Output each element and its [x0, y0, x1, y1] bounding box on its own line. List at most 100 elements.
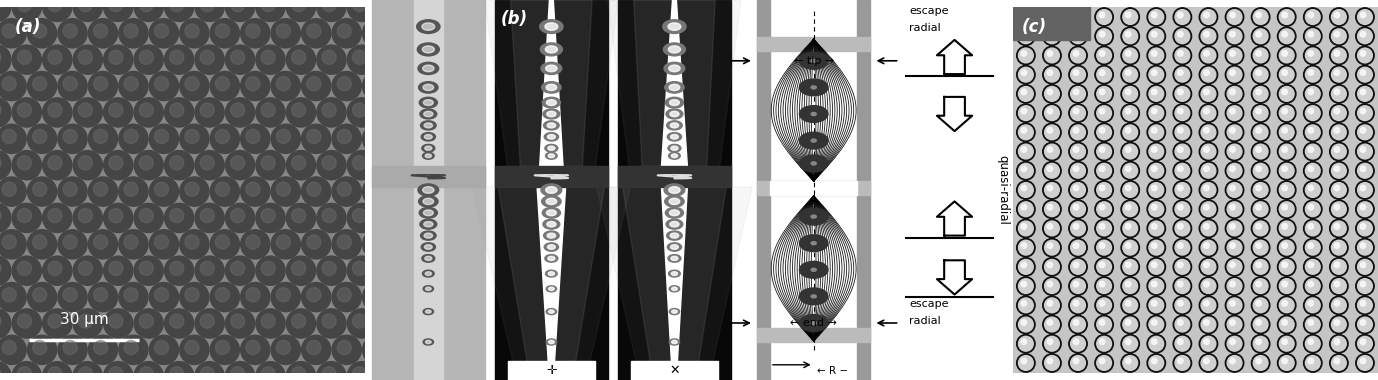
Circle shape — [1043, 85, 1061, 103]
Circle shape — [543, 207, 561, 218]
Circle shape — [1308, 128, 1313, 133]
Circle shape — [1225, 85, 1244, 103]
Circle shape — [1305, 279, 1320, 293]
Circle shape — [1251, 219, 1271, 238]
Circle shape — [33, 77, 47, 91]
Circle shape — [1203, 185, 1209, 191]
Circle shape — [547, 233, 555, 238]
Circle shape — [1282, 185, 1287, 191]
Circle shape — [1173, 200, 1192, 218]
Circle shape — [1100, 204, 1105, 210]
Circle shape — [1100, 108, 1105, 114]
Circle shape — [1149, 163, 1163, 178]
Circle shape — [1018, 10, 1034, 24]
Circle shape — [419, 207, 437, 218]
Circle shape — [73, 150, 102, 180]
Circle shape — [1178, 204, 1184, 210]
Circle shape — [211, 282, 240, 312]
Circle shape — [666, 219, 683, 229]
Circle shape — [48, 156, 62, 170]
Circle shape — [230, 314, 245, 328]
Circle shape — [1149, 183, 1163, 197]
Circle shape — [1360, 51, 1366, 56]
Polygon shape — [511, 0, 593, 166]
Circle shape — [1097, 163, 1112, 178]
Circle shape — [1229, 224, 1235, 229]
Circle shape — [103, 256, 132, 285]
Circle shape — [28, 230, 56, 259]
Circle shape — [1202, 356, 1215, 370]
Circle shape — [1357, 279, 1372, 293]
Circle shape — [1308, 262, 1313, 268]
Circle shape — [1175, 48, 1189, 63]
Circle shape — [668, 270, 681, 277]
Circle shape — [1282, 12, 1287, 18]
Circle shape — [1017, 354, 1035, 372]
Circle shape — [1096, 354, 1113, 372]
Circle shape — [1047, 320, 1053, 325]
Circle shape — [139, 0, 153, 12]
Circle shape — [1203, 70, 1209, 75]
Circle shape — [230, 367, 245, 380]
Circle shape — [1021, 301, 1027, 306]
Circle shape — [1126, 12, 1131, 18]
Circle shape — [256, 98, 285, 127]
Circle shape — [302, 230, 331, 259]
Circle shape — [1360, 89, 1366, 95]
Circle shape — [1096, 181, 1113, 199]
Circle shape — [1175, 260, 1189, 274]
Circle shape — [260, 103, 276, 117]
Circle shape — [1255, 147, 1261, 152]
Circle shape — [1356, 162, 1374, 180]
Circle shape — [1100, 12, 1105, 18]
Circle shape — [1100, 166, 1105, 171]
Circle shape — [1045, 125, 1060, 140]
Circle shape — [544, 23, 558, 30]
Circle shape — [1330, 277, 1348, 295]
Circle shape — [1045, 202, 1060, 217]
Circle shape — [1360, 166, 1366, 171]
Circle shape — [338, 235, 351, 249]
Circle shape — [1069, 277, 1087, 295]
Circle shape — [1096, 277, 1113, 295]
Circle shape — [1047, 339, 1053, 345]
Circle shape — [368, 77, 382, 91]
Circle shape — [423, 152, 434, 159]
Circle shape — [1096, 85, 1113, 103]
Circle shape — [287, 256, 316, 285]
Circle shape — [1073, 32, 1079, 37]
Circle shape — [149, 335, 179, 364]
Circle shape — [426, 287, 431, 290]
Circle shape — [1173, 162, 1192, 180]
Circle shape — [1069, 200, 1087, 218]
Circle shape — [1356, 354, 1374, 372]
Circle shape — [332, 177, 361, 206]
Circle shape — [1199, 258, 1218, 276]
Circle shape — [1304, 46, 1322, 65]
Circle shape — [124, 235, 138, 249]
Circle shape — [1043, 27, 1061, 46]
Circle shape — [1021, 224, 1027, 229]
Circle shape — [256, 362, 285, 380]
Circle shape — [1305, 298, 1320, 313]
Circle shape — [154, 340, 168, 355]
Circle shape — [1152, 12, 1158, 18]
Circle shape — [1277, 104, 1295, 122]
Circle shape — [164, 362, 194, 380]
Circle shape — [0, 203, 11, 233]
Circle shape — [383, 103, 397, 117]
Circle shape — [1277, 46, 1295, 65]
Circle shape — [378, 362, 407, 380]
Circle shape — [88, 177, 117, 206]
Circle shape — [1203, 301, 1209, 306]
Circle shape — [1304, 354, 1322, 372]
Circle shape — [256, 150, 285, 180]
Circle shape — [1251, 277, 1271, 295]
Circle shape — [1018, 279, 1034, 293]
Circle shape — [1203, 128, 1209, 133]
Circle shape — [94, 24, 107, 38]
Circle shape — [1228, 221, 1242, 236]
Circle shape — [139, 314, 153, 328]
Circle shape — [1047, 262, 1053, 268]
Circle shape — [1357, 183, 1372, 197]
